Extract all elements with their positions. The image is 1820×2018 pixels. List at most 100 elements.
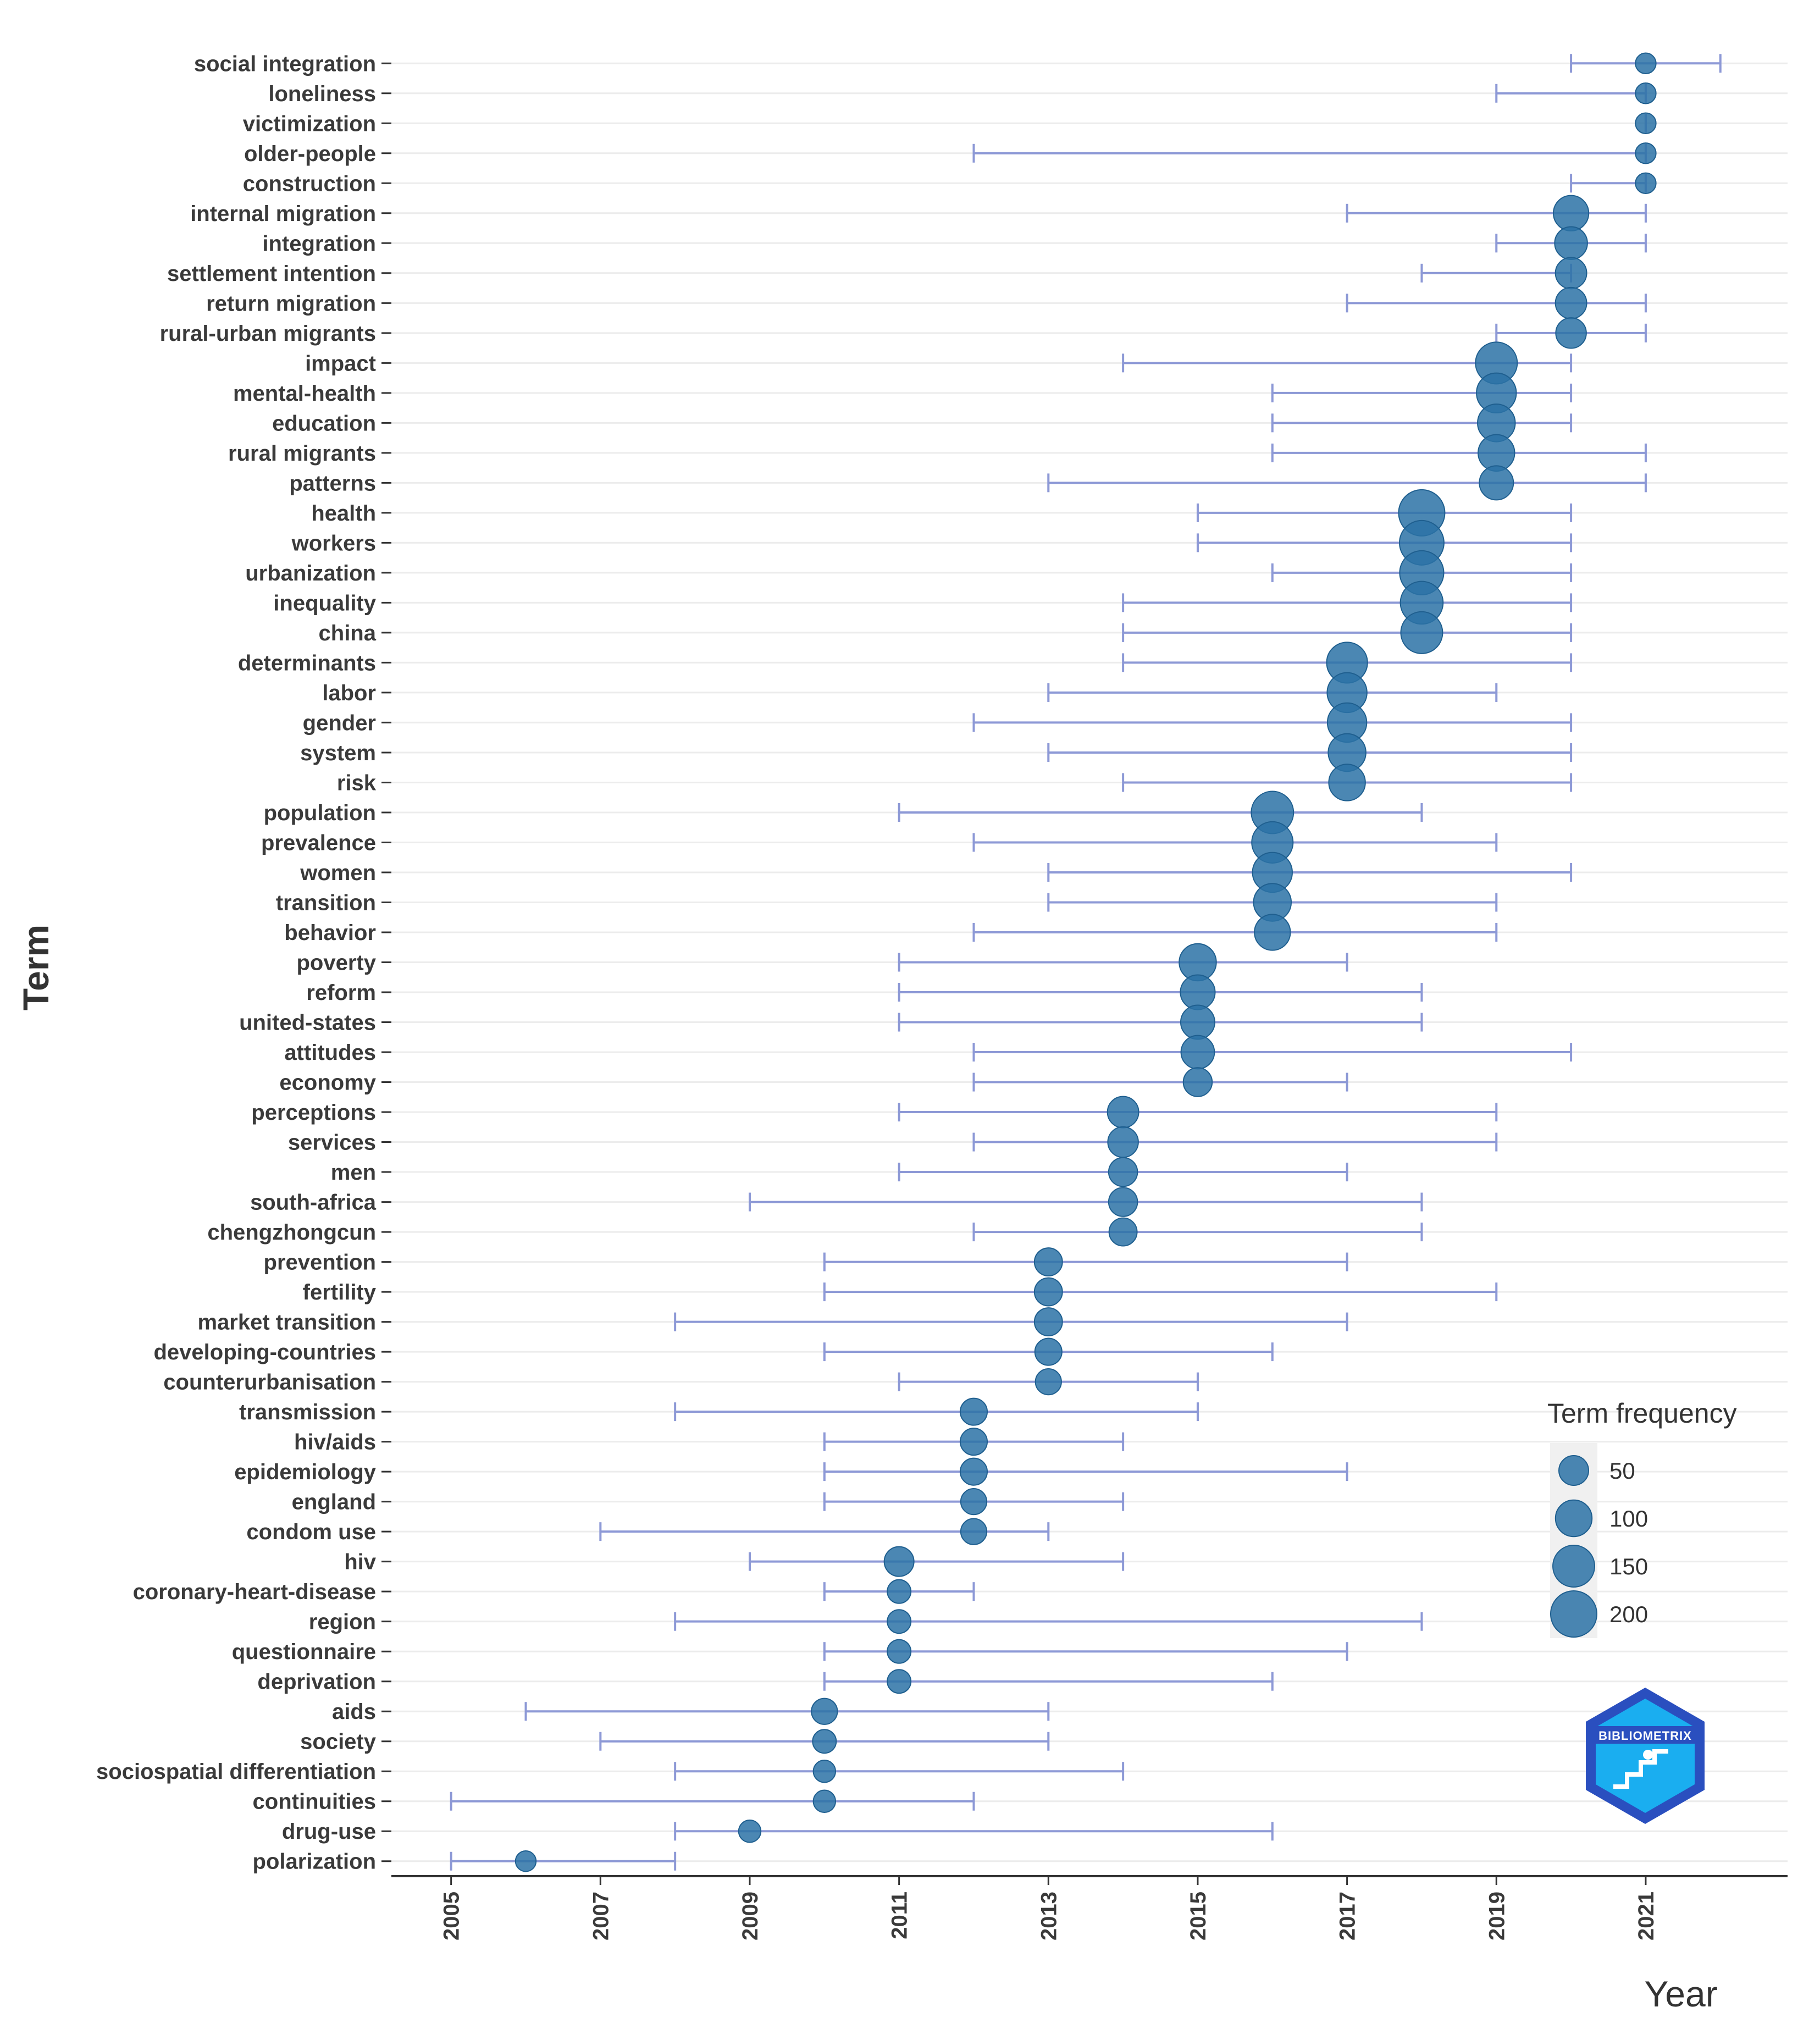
range-whisker [898,983,1423,1002]
x-tick-label: 2017 [1336,1892,1360,1940]
term-label: construction [243,172,376,196]
x-tick-label: 2009 [738,1892,762,1940]
legend-key [1550,1590,1597,1638]
range-whisker [1495,84,1647,103]
range-whisker [972,1223,1423,1242]
range-whisker [1196,503,1573,522]
x-axis-title: Year [1644,1973,1717,2014]
x-tick-label: 2011 [888,1892,912,1939]
term-point [811,1698,838,1725]
term-label: inequality [273,591,376,615]
term-label: epidemiology [234,1460,377,1484]
range-whisker [1420,263,1573,283]
legend-key [1552,1545,1595,1588]
term-label: market transition [197,1311,376,1335]
term-point [1180,1035,1215,1070]
term-point [1033,1277,1063,1307]
term-label: victimization [243,112,376,136]
term-label: deprivation [257,1670,376,1694]
x-tick-label: 2005 [440,1892,464,1940]
term-point [1033,1247,1063,1276]
range-whisker [450,1792,975,1811]
term-label: labor [322,681,376,705]
range-whisker [1122,623,1573,642]
term-points [515,52,1657,1872]
legend-label: 50 [1609,1458,1635,1484]
term-point [883,1546,915,1577]
term-point [1635,82,1657,104]
range-whisker [898,1103,1498,1122]
range-whisker [972,713,1573,732]
range-whisker [972,1132,1498,1152]
term-label: drug-use [282,1820,376,1844]
term-label: population [264,801,376,825]
term-label: transition [276,891,376,915]
term-label: counterurbanisation [163,1370,376,1395]
term-point [1108,1157,1138,1187]
term-point [1182,1067,1213,1097]
term-label: hiv/aids [294,1430,376,1455]
legend-label: 150 [1609,1553,1648,1579]
term-label: internal migration [190,202,376,226]
term-point [959,1397,988,1426]
range-whisker [1047,683,1498,702]
term-labels: social integration loneliness victimizatio… [96,52,391,1874]
term-label: patterns [289,471,376,495]
range-whisker [1047,473,1647,493]
range-whisker [823,1252,1348,1271]
range-whisker [898,1013,1423,1032]
term-label: south-africa [250,1191,377,1215]
term-point [515,1850,537,1872]
term-label: perceptions [251,1101,376,1125]
range-whisker [1346,294,1647,313]
legend-keys: 50 100 150 200 [1550,1455,1648,1638]
logo-stair-lines [1613,1749,1668,1789]
x-tick-label: 2015 [1186,1892,1210,1940]
term-point [1635,142,1657,164]
range-whisker [1196,533,1573,552]
term-label: integration [262,231,376,256]
term-label: men [331,1160,376,1185]
range-whisker [972,1043,1573,1062]
x-tick-label: 2019 [1485,1892,1509,1940]
term-label: education [272,411,376,435]
term-point [1035,1368,1062,1396]
x-tick-label: 2007 [589,1892,613,1940]
range-whisker [748,1192,1423,1212]
term-label: region [309,1610,376,1634]
range-whisker [1346,203,1647,223]
legend-title: Term frequency [1547,1398,1737,1429]
term-point [959,1457,988,1486]
range-whisker [1122,593,1573,612]
term-label: urbanization [245,561,376,585]
term-point [1555,286,1587,319]
legend: Term frequency 50 100 150 200 [1547,1398,1737,1638]
y-axis-title: Term [15,925,56,1011]
range-whisker [1047,743,1573,762]
legend-label: 100 [1609,1506,1648,1532]
term-point [1180,1004,1215,1040]
term-label: services [288,1131,376,1155]
x-tick-label: 2021 [1634,1892,1658,1940]
term-label: united-states [239,1011,376,1035]
range-whisker [972,143,1647,163]
term-point [1108,1217,1138,1247]
range-whisker [748,1552,1125,1571]
range-whisker [674,1402,1199,1422]
range-whisker [898,803,1423,822]
term-label: china [319,621,377,645]
logo-text: BIBLIOMETRIX [1598,1729,1692,1743]
term-point [1180,974,1216,1010]
term-point [1635,52,1657,74]
term-point [1034,1337,1063,1366]
term-point [1328,764,1366,801]
term-label: reform [306,981,376,1005]
term-label: impact [305,351,376,375]
logo-figure-head [1643,1750,1653,1760]
x-tick-label: 2013 [1037,1892,1061,1940]
term-point [1635,112,1657,134]
term-point [959,1428,988,1456]
term-label: continuities [253,1790,376,1814]
term-label: workers [291,531,376,555]
